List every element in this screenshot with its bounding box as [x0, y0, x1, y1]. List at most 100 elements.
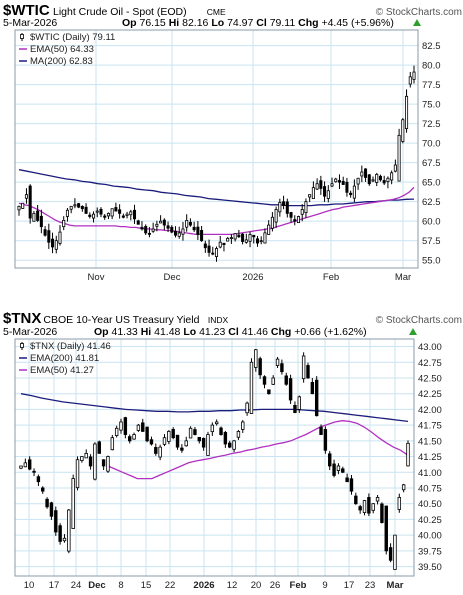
candle-body: [88, 214, 92, 217]
candle-body: [201, 437, 206, 448]
candle-body: [49, 502, 54, 517]
candle: [345, 177, 349, 197]
candle: [69, 205, 73, 214]
candle-body: [175, 434, 180, 448]
candle: [125, 211, 129, 219]
candle: [354, 492, 358, 505]
ema200-line: [20, 393, 409, 423]
candle-body: [188, 427, 193, 439]
candle-body: [278, 202, 282, 213]
candle-body: [300, 209, 304, 215]
candle: [248, 231, 252, 248]
y-tick-label: 39.75: [418, 546, 442, 557]
candle: [141, 418, 145, 432]
candle: [75, 456, 80, 491]
candle: [45, 497, 49, 509]
candle: [301, 352, 306, 383]
candle: [236, 429, 241, 440]
candle: [223, 430, 228, 448]
ohlc-item: Cl 41.46: [228, 326, 271, 338]
candle: [328, 451, 332, 471]
candle-body: [393, 164, 397, 172]
candle-body: [80, 205, 84, 210]
candle-body: [36, 476, 41, 483]
candle-body: [69, 205, 73, 210]
candle-body: [306, 365, 310, 379]
candle: [47, 223, 51, 249]
candle-body: [304, 201, 308, 214]
candle: [58, 225, 62, 246]
candle: [267, 389, 271, 395]
ohlc-item: Hi 82.16: [169, 17, 212, 29]
candle: [21, 202, 25, 209]
candle: [380, 502, 384, 524]
x-tick-label: Feb: [323, 272, 339, 283]
candle-body: [341, 468, 345, 473]
candle-body: [23, 462, 28, 468]
up-arrow-icon: [409, 328, 417, 335]
y-tick-label: 43.00: [418, 342, 442, 353]
legend-label: $WTIC (Daily) 79.11: [30, 32, 115, 43]
candle: [65, 207, 69, 222]
chart-date: 5-Mar-2026: [3, 17, 57, 29]
candle: [222, 242, 226, 252]
candle: [159, 215, 163, 224]
x-tick-label: 15: [141, 580, 152, 591]
candle-body: [71, 478, 75, 529]
candle-body: [262, 376, 267, 385]
candle: [259, 236, 263, 245]
y-tick-label: 60.0: [422, 217, 441, 228]
x-tick-label: 26: [270, 580, 281, 591]
candle: [255, 236, 260, 247]
candle-body: [384, 505, 388, 552]
y-tick-label: 40.00: [418, 531, 442, 542]
ohlc-item: Op 41.33: [94, 326, 141, 338]
candle-body: [310, 382, 315, 395]
candle-body: [412, 71, 416, 80]
candle: [62, 534, 67, 543]
candle: [118, 204, 122, 219]
candle: [158, 444, 162, 461]
candle: [166, 221, 170, 233]
candle-body: [77, 203, 81, 208]
candle: [110, 208, 114, 220]
candle: [323, 426, 328, 454]
candle: [384, 505, 388, 555]
candle-body: [39, 215, 43, 228]
y-tick-label: 62.5: [422, 197, 441, 208]
legend-label: $TNX (Daily) 41.46: [30, 341, 111, 352]
candle-body: [401, 119, 405, 142]
x-tick-label: Feb: [290, 580, 307, 591]
candle-body: [147, 232, 151, 235]
candle-body: [171, 428, 175, 439]
candle: [32, 210, 36, 222]
candle: [41, 486, 45, 494]
candle: [319, 175, 323, 195]
candle: [275, 357, 280, 368]
candle-body: [270, 216, 274, 229]
candle: [192, 221, 196, 232]
candle-body: [119, 421, 123, 431]
candle-body: [206, 434, 210, 456]
ohlc-item: Cl 79.11: [256, 17, 298, 29]
candle: [300, 204, 304, 222]
candle-body: [58, 525, 62, 542]
candle: [288, 374, 293, 404]
legend-label: EMA(50) 64.33: [30, 44, 94, 55]
candle-body: [32, 212, 36, 222]
candle-body: [166, 225, 170, 229]
candle-body: [263, 232, 267, 244]
candle-body: [180, 447, 184, 451]
candle-body: [93, 443, 97, 480]
candle-body: [328, 453, 332, 467]
x-tick-label: 12: [227, 580, 238, 591]
candle: [263, 228, 267, 244]
candle-body: [132, 434, 136, 440]
candle: [88, 454, 93, 470]
candle: [262, 375, 267, 389]
candle-body: [296, 216, 300, 224]
candle-body: [125, 213, 129, 216]
y-tick-label: 40.75: [418, 483, 442, 494]
candle-body: [249, 361, 254, 414]
